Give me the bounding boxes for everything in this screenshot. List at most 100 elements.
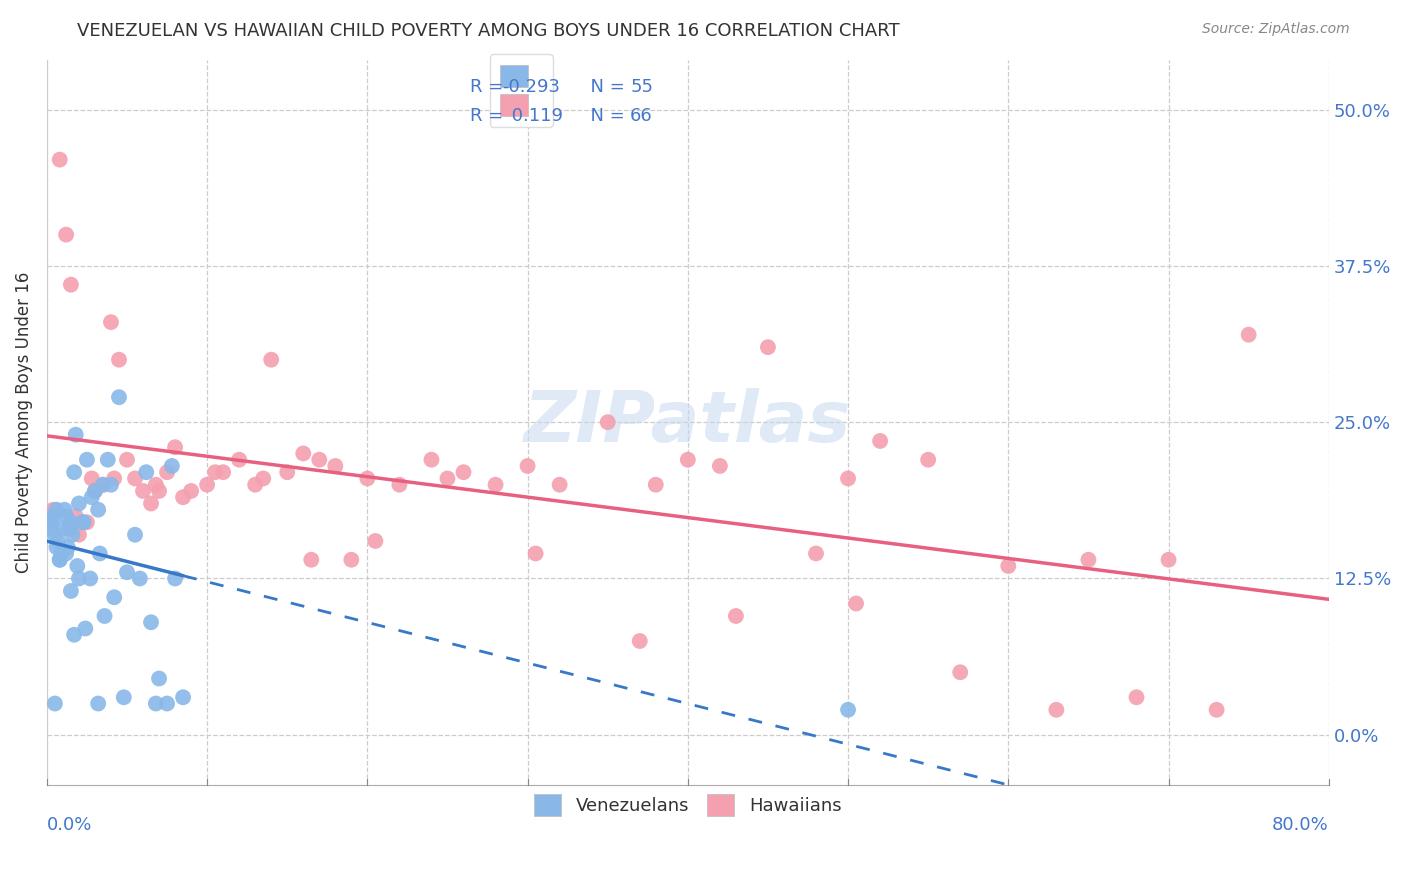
Point: [87, 697, 110, 711]
Point: [80, 471, 103, 485]
Point: [804, 546, 827, 560]
Text: 0.119: 0.119: [506, 107, 562, 125]
Point: [1077, 553, 1099, 567]
Point: [91, 477, 114, 491]
Point: [388, 477, 411, 491]
Point: [308, 452, 330, 467]
Point: [628, 634, 651, 648]
Point: [917, 452, 939, 467]
Point: [108, 352, 131, 367]
Text: 66: 66: [630, 107, 652, 125]
Point: [128, 572, 150, 586]
Point: [148, 672, 170, 686]
Point: [67, 496, 90, 510]
Point: [89, 546, 111, 560]
Text: Source: ZipAtlas.com: Source: ZipAtlas.com: [1202, 22, 1350, 37]
Point: [453, 465, 475, 479]
Point: [91, 477, 114, 491]
Point: [56, 540, 79, 554]
Point: [65, 508, 87, 523]
Point: [115, 452, 138, 467]
Point: [48, 153, 70, 167]
Point: [42, 502, 65, 516]
Point: [180, 483, 202, 498]
Point: [436, 471, 458, 485]
Point: [228, 452, 250, 467]
Point: [55, 546, 77, 560]
Point: [949, 665, 972, 680]
Point: [997, 559, 1019, 574]
Text: N =: N =: [579, 78, 630, 95]
Text: R =: R =: [470, 107, 509, 125]
Text: N =: N =: [579, 107, 630, 125]
Point: [45, 502, 67, 516]
Point: [124, 527, 146, 541]
Point: [139, 615, 162, 630]
Point: [148, 483, 170, 498]
Point: [676, 452, 699, 467]
Point: [55, 508, 77, 523]
Point: [45, 540, 67, 554]
Point: [67, 572, 90, 586]
Point: [165, 572, 187, 586]
Point: [252, 471, 274, 485]
Point: [115, 566, 138, 580]
Point: [172, 690, 194, 705]
Point: [524, 546, 547, 560]
Point: [156, 697, 179, 711]
Point: [59, 515, 82, 529]
Point: [51, 546, 73, 560]
Text: 0.0%: 0.0%: [46, 816, 93, 834]
Point: [59, 584, 82, 599]
Point: [299, 553, 322, 567]
Point: [845, 597, 868, 611]
Point: [245, 477, 267, 491]
Point: [103, 471, 125, 485]
Point: [84, 483, 107, 498]
Legend: Venezuelans, Hawaiians: Venezuelans, Hawaiians: [523, 783, 852, 827]
Point: [1205, 703, 1227, 717]
Point: [93, 609, 115, 624]
Point: [195, 477, 218, 491]
Point: [53, 502, 76, 516]
Point: [1125, 690, 1147, 705]
Point: [108, 390, 131, 404]
Point: [75, 622, 97, 636]
Point: [52, 521, 75, 535]
Point: [73, 515, 96, 529]
Point: [41, 515, 63, 529]
Text: 80.0%: 80.0%: [1272, 816, 1329, 834]
Point: [644, 477, 666, 491]
Point: [42, 508, 65, 523]
Point: [55, 227, 77, 242]
Point: [112, 690, 135, 705]
Point: [364, 533, 387, 548]
Point: [76, 452, 98, 467]
Point: [44, 527, 66, 541]
Point: [212, 465, 235, 479]
Point: [79, 572, 101, 586]
Point: [87, 502, 110, 516]
Point: [132, 483, 155, 498]
Point: [724, 609, 747, 624]
Point: [1237, 327, 1260, 342]
Point: [145, 697, 167, 711]
Text: 55: 55: [630, 78, 654, 95]
Point: [356, 471, 378, 485]
Point: [80, 490, 103, 504]
Point: [63, 628, 86, 642]
Point: [70, 515, 93, 529]
Text: R =: R =: [470, 78, 509, 95]
Point: [484, 477, 506, 491]
Point: [39, 521, 62, 535]
Point: [103, 591, 125, 605]
Point: [596, 415, 619, 429]
Point: [172, 490, 194, 504]
Point: [100, 477, 122, 491]
Point: [869, 434, 891, 448]
Point: [276, 465, 298, 479]
Point: [46, 533, 69, 548]
Point: [323, 458, 346, 473]
Point: [165, 440, 187, 454]
Point: [1157, 553, 1180, 567]
